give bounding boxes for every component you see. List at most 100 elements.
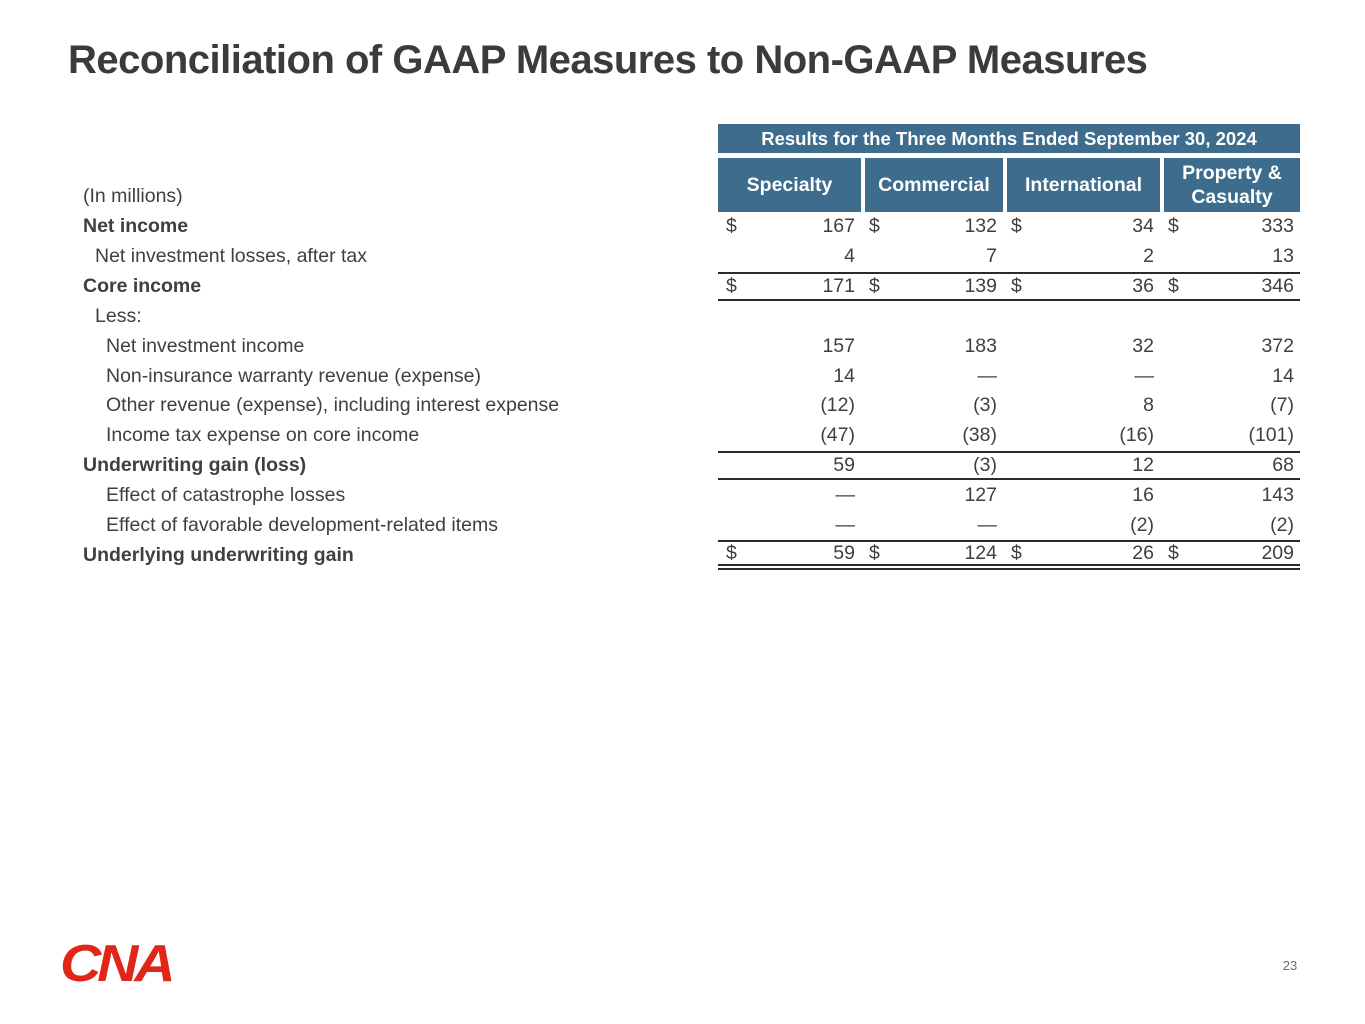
- value-text: (47): [820, 424, 855, 447]
- row-values: 157 183 32 372: [718, 331, 1300, 361]
- row-values: 59 (3) 12 68: [718, 450, 1300, 481]
- value-text: (38): [962, 424, 997, 447]
- dollar-sign: $: [726, 275, 737, 298]
- value-text: 16: [1132, 483, 1154, 506]
- column-header-property-casualty: Property & Casualty: [1160, 158, 1300, 212]
- table-row: Other revenue (expense), including inter…: [83, 391, 1300, 421]
- row-label: Net income: [83, 215, 189, 238]
- value-cell: $139: [861, 274, 1003, 300]
- row-label: Underwriting gain (loss): [83, 454, 307, 477]
- dollar-sign: $: [726, 541, 737, 564]
- value-cell: 59: [718, 453, 861, 479]
- value-cell: (2): [1003, 510, 1160, 540]
- value-cell: $209: [1160, 542, 1300, 564]
- value-text: —: [1134, 364, 1155, 387]
- value-cell: —: [861, 510, 1003, 540]
- dollar-sign: $: [1168, 275, 1179, 298]
- value-text: 14: [833, 364, 855, 387]
- value-cell: [861, 301, 1003, 331]
- value-cell: $34: [1003, 212, 1160, 242]
- value-text: 68: [1272, 454, 1294, 477]
- table-row: Net investment losses, after tax 4 7 2 13: [83, 242, 1300, 272]
- value-text: 127: [964, 483, 997, 506]
- row-values: (12) (3) 8 (7): [718, 391, 1300, 421]
- value-cell: —: [861, 361, 1003, 391]
- row-values: $167 $132 $34 $333: [718, 212, 1300, 242]
- value-text: 13: [1272, 245, 1294, 268]
- value-cell: $26: [1003, 542, 1160, 564]
- value-text: (101): [1248, 424, 1294, 447]
- row-values: [718, 301, 1300, 331]
- value-cell: —: [1003, 361, 1160, 391]
- value-text: 124: [964, 541, 997, 564]
- row-label: Net investment losses, after tax: [95, 245, 368, 268]
- cna-logo: CNA: [60, 934, 176, 993]
- value-cell: [718, 301, 861, 331]
- value-cell: (47): [718, 421, 861, 451]
- value-text: (7): [1270, 394, 1294, 417]
- value-text: —: [835, 513, 856, 536]
- dollar-sign: $: [1168, 215, 1179, 238]
- value-cell: 14: [1160, 361, 1300, 391]
- value-cell: 16: [1003, 480, 1160, 510]
- value-cell: $59: [718, 542, 861, 564]
- reconciliation-table: Results for the Three Months Ended Septe…: [83, 124, 1300, 570]
- value-cell: (12): [718, 391, 861, 421]
- value-text: 36: [1132, 275, 1154, 298]
- row-values: — 127 16 143: [718, 480, 1300, 510]
- value-text: 143: [1261, 483, 1294, 506]
- row-values: 4 7 2 13: [718, 242, 1300, 272]
- value-cell: 14: [718, 361, 861, 391]
- value-text: —: [977, 364, 998, 387]
- row-label: Other revenue (expense), including inter…: [106, 394, 560, 417]
- row-label: Effect of catastrophe losses: [106, 483, 346, 506]
- table-row: Income tax expense on core income (47) (38…: [83, 421, 1300, 451]
- page-title: Reconciliation of GAAP Measures to Non-G…: [68, 38, 1148, 82]
- table-row: Net investment income 157 183 32 372: [83, 331, 1300, 361]
- value-text: 12: [1132, 454, 1154, 477]
- value-cell: $167: [718, 212, 861, 242]
- value-cell: 372: [1160, 331, 1300, 361]
- table-row: Core income $171 $139 $36 $346: [83, 271, 1300, 302]
- value-cell: $124: [861, 542, 1003, 564]
- value-text: (2): [1270, 513, 1294, 536]
- period-row-spacer: [83, 124, 718, 153]
- column-header-specialty: Specialty: [718, 158, 861, 212]
- table-row: Less:: [83, 301, 1300, 331]
- value-cell: 2: [1003, 242, 1160, 272]
- value-cell: 157: [718, 331, 861, 361]
- value-cell: (2): [1160, 510, 1300, 540]
- value-text: 2: [1143, 245, 1154, 268]
- value-text: 209: [1261, 541, 1294, 564]
- row-label: Underlying underwriting gain: [83, 543, 354, 566]
- value-text: 32: [1132, 334, 1154, 357]
- value-cell: —: [718, 510, 861, 540]
- value-text: 34: [1132, 215, 1154, 238]
- dollar-sign: $: [869, 541, 880, 564]
- value-text: 132: [964, 215, 997, 238]
- value-text: 183: [964, 334, 997, 357]
- column-header-international: International: [1003, 158, 1160, 212]
- row-values: $59 $124 $26 $209: [718, 540, 1300, 570]
- value-text: (3): [973, 394, 997, 417]
- value-text: 4: [844, 245, 855, 268]
- value-cell: $36: [1003, 274, 1160, 300]
- row-values: 14 — — 14: [718, 361, 1300, 391]
- dollar-sign: $: [1011, 541, 1022, 564]
- row-values: $171 $139 $36 $346: [718, 271, 1300, 302]
- value-cell: $171: [718, 274, 861, 300]
- value-cell: 127: [861, 480, 1003, 510]
- table-body: Net income $167 $132 $34 $333 Net investment …: [83, 212, 1300, 570]
- value-cell: —: [718, 480, 861, 510]
- value-cell: 7: [861, 242, 1003, 272]
- value-cell: [1160, 301, 1300, 331]
- value-cell: 183: [861, 331, 1003, 361]
- value-cell: $132: [861, 212, 1003, 242]
- table-column-header-row: (In millions) Specialty Commercial Inter…: [83, 158, 1300, 212]
- row-label: Effect of favorable development-related …: [106, 513, 499, 536]
- row-label: Core income: [83, 275, 202, 298]
- dollar-sign: $: [1011, 275, 1022, 298]
- value-text: 7: [986, 245, 997, 268]
- value-text: 171: [822, 275, 855, 298]
- value-text: 26: [1132, 541, 1154, 564]
